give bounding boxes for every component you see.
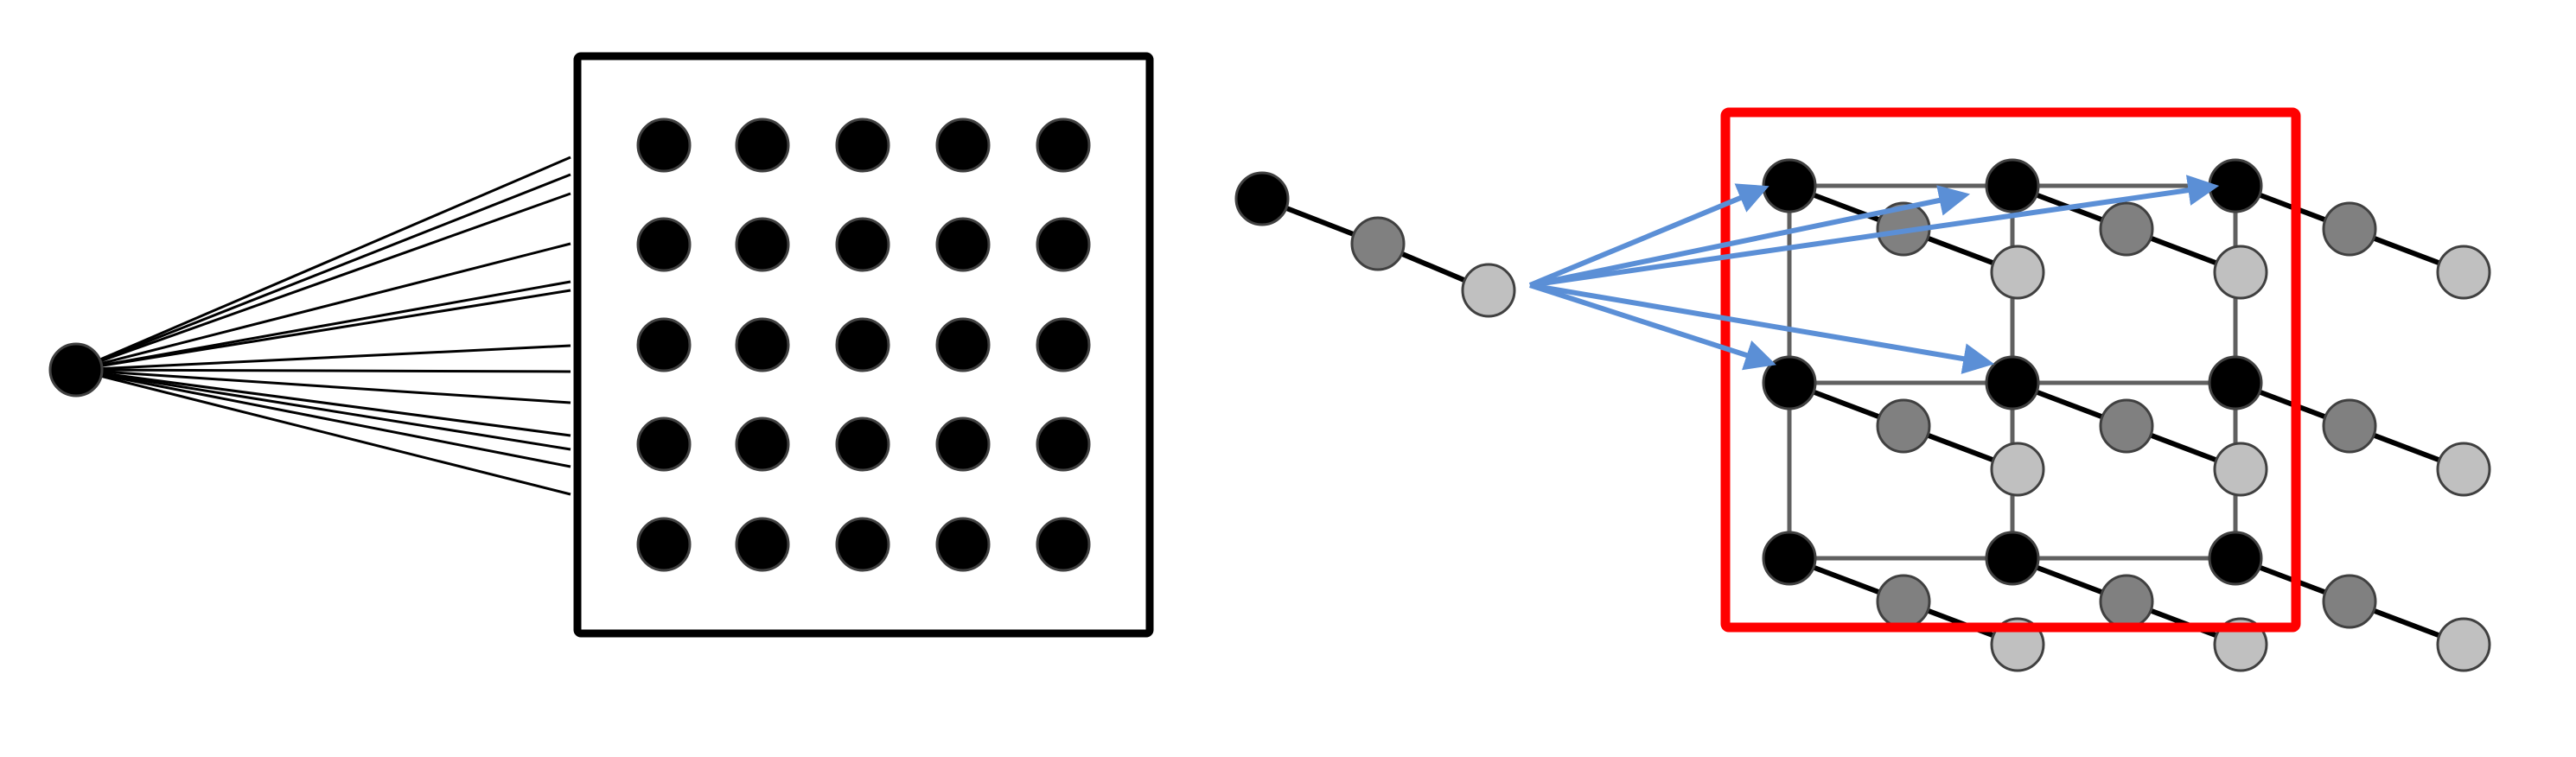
grid-node	[935, 217, 991, 272]
grid-node	[735, 317, 790, 372]
grid-node	[935, 417, 991, 472]
grid-node	[935, 118, 991, 173]
grid-node	[835, 118, 890, 173]
grid-node	[835, 517, 890, 572]
right-panel-chain-lattice	[1234, 107, 2491, 672]
lattice-chain-node	[1990, 442, 2045, 497]
fan-line	[75, 368, 571, 451]
grid-node	[636, 317, 692, 372]
fan-line	[75, 173, 571, 372]
grid-node	[835, 417, 890, 472]
grid-node	[1036, 217, 1091, 272]
grid-node	[636, 118, 692, 173]
grid-node	[935, 317, 991, 372]
lattice-chain-node	[1990, 245, 2045, 300]
grid-node	[636, 217, 692, 272]
grid-node	[735, 517, 790, 572]
grid-node	[636, 417, 692, 472]
lattice-chain-node	[2436, 245, 2491, 300]
lattice-chain-node	[1876, 398, 1931, 454]
fan-line	[75, 368, 571, 496]
input-chain-node	[1234, 171, 1290, 226]
fan-line	[75, 192, 571, 372]
grid-node	[735, 217, 790, 272]
input-chain-node	[1350, 216, 1406, 271]
grid-node	[835, 217, 890, 272]
grid-node	[835, 317, 890, 372]
grid-node	[636, 517, 692, 572]
grid-node	[935, 517, 991, 572]
source-node	[48, 342, 104, 398]
grid-node	[735, 417, 790, 472]
fan-line	[75, 368, 571, 468]
lattice-chain-node	[1762, 158, 1817, 213]
lattice-chain-node	[2322, 574, 2377, 629]
grid-node	[735, 118, 790, 173]
lattice-chain-node	[2099, 201, 2154, 257]
left-panel-fan-to-grid	[48, 52, 1154, 638]
blue-arrow	[1529, 283, 1776, 371]
lattice-chain-node	[2436, 617, 2491, 672]
fan-line	[75, 242, 571, 372]
input-chain-node	[1461, 263, 1516, 318]
lattice-chain-node	[1762, 531, 1817, 586]
lattice-chain-node	[2099, 574, 2154, 629]
fan-line	[75, 368, 571, 373]
lattice-chain-node	[2099, 398, 2154, 454]
lattice-chain-node	[1876, 574, 1931, 629]
lattice-chain-node	[2208, 531, 2263, 586]
grid-node	[1036, 517, 1091, 572]
lattice-chain-node	[1985, 355, 2040, 410]
lattice-chain-node	[1985, 158, 2040, 213]
highlight-box	[1720, 107, 2301, 633]
blue-arrow	[1529, 175, 2220, 288]
lattice-chain-node	[2208, 158, 2263, 213]
lattice-chain-node	[2322, 201, 2377, 257]
lattice-chain-node	[2322, 398, 2377, 454]
grid-node	[1036, 417, 1091, 472]
blue-arrow	[1528, 183, 1769, 288]
fan-line	[75, 280, 571, 372]
blue-arrow	[1529, 283, 1995, 374]
fan-line	[75, 368, 571, 404]
lattice-chain-node	[2213, 442, 2268, 497]
blue-arrow	[1529, 185, 1971, 288]
grid-node	[1036, 118, 1091, 173]
fan-line	[75, 344, 571, 372]
lattice-chain-node	[2208, 355, 2263, 410]
fan-line	[75, 289, 571, 372]
lattice-chain-node	[1985, 531, 2040, 586]
fan-line	[75, 368, 571, 437]
grid-node	[1036, 317, 1091, 372]
lattice-chain-node	[2436, 442, 2491, 497]
lattice-chain-node	[2213, 245, 2268, 300]
fan-line	[75, 156, 571, 372]
lattice-chain-node	[1762, 355, 1817, 410]
